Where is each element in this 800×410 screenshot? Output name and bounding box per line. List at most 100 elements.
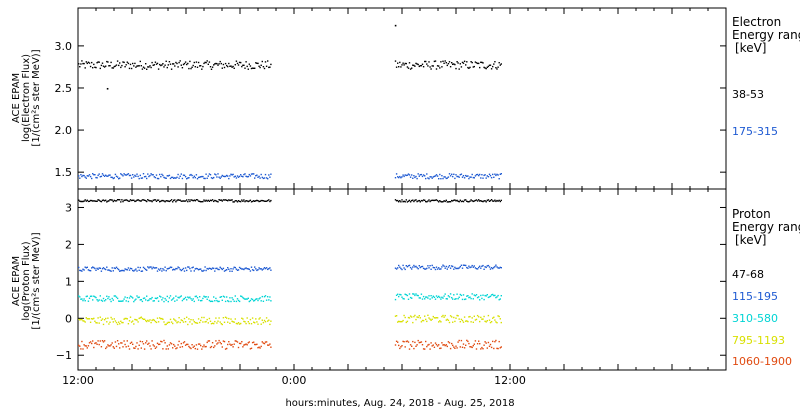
data-point (226, 64, 228, 67)
data-point (101, 199, 104, 202)
data-point (431, 177, 433, 179)
data-point (151, 296, 153, 299)
data-point (220, 343, 222, 345)
data-point (495, 296, 497, 299)
data-point (498, 199, 500, 202)
data-point (142, 173, 145, 175)
data-point (443, 265, 445, 267)
data-point (203, 62, 205, 65)
data-point (250, 173, 253, 175)
data-point (121, 321, 123, 324)
data-point (218, 300, 220, 303)
data-point (189, 200, 191, 203)
data-point (111, 176, 113, 179)
data-point (255, 175, 257, 177)
data-point (86, 62, 88, 65)
data-point (78, 344, 80, 347)
data-point (453, 63, 455, 65)
data-point (419, 341, 421, 344)
data-point (238, 300, 241, 303)
data-point (498, 62, 500, 64)
data-point (95, 200, 97, 202)
data-point (417, 268, 419, 270)
data-point (182, 200, 185, 202)
data-point (93, 346, 95, 349)
data-point (141, 300, 144, 303)
data-point (222, 63, 225, 66)
data-point (106, 266, 108, 268)
data-point (231, 297, 233, 299)
data-point (399, 200, 401, 202)
data-point (472, 66, 474, 68)
data-point (110, 270, 112, 272)
data-point (203, 269, 205, 272)
data-point (265, 200, 268, 202)
data-point (215, 200, 217, 202)
data-point (107, 344, 109, 346)
data-point (81, 60, 83, 62)
data-point (394, 199, 397, 201)
data-point (219, 199, 221, 201)
data-point (435, 295, 438, 297)
data-point (124, 343, 126, 346)
data-point (152, 174, 154, 176)
data-point (264, 173, 267, 176)
data-point (190, 270, 192, 272)
data-point (130, 296, 133, 298)
data-point (260, 323, 262, 325)
data-point (115, 200, 118, 202)
data-point (159, 201, 161, 203)
data-point (407, 67, 410, 69)
data-point (96, 177, 98, 179)
data-point (232, 201, 234, 203)
data-point (434, 175, 437, 177)
data-point (216, 299, 218, 302)
data-point (150, 321, 152, 324)
data-point (467, 175, 469, 177)
data-point (84, 300, 86, 302)
data-point (93, 63, 95, 66)
data-point (142, 66, 145, 68)
data-point (97, 300, 99, 302)
data-point (99, 295, 101, 297)
data-point (183, 270, 186, 272)
data-point (156, 177, 159, 180)
data-point (469, 296, 471, 298)
y-tick-label: 2.0 (55, 124, 73, 137)
data-point (428, 199, 430, 201)
data-point (110, 344, 112, 346)
data-point (261, 199, 263, 202)
electron-ylabel: ACE EPAM log(Electron Flux) [1/(cm²s ste… (11, 49, 42, 146)
data-point (182, 321, 185, 323)
data-point (203, 177, 205, 180)
data-point (201, 175, 203, 178)
data-point (449, 175, 452, 177)
data-point (162, 63, 164, 65)
data-point (432, 176, 434, 178)
data-point (202, 346, 204, 348)
data-point (149, 65, 151, 67)
data-point (422, 319, 425, 322)
data-point (246, 317, 248, 319)
data-point (132, 297, 134, 299)
data-point (113, 65, 115, 68)
data-point (453, 346, 455, 348)
data-point (419, 174, 421, 176)
data-point (156, 270, 159, 272)
data-point (129, 174, 132, 177)
data-point (157, 199, 160, 201)
data-point (270, 199, 272, 202)
data-point (217, 201, 219, 203)
data-point (405, 199, 407, 201)
data-point (234, 64, 236, 66)
data-point (420, 341, 423, 343)
data-point (85, 61, 87, 63)
data-point (440, 268, 442, 270)
data-point (422, 348, 425, 350)
data-point (172, 322, 174, 325)
data-point (483, 344, 485, 346)
data-point (207, 340, 209, 342)
data-point (270, 320, 272, 322)
data-point (487, 199, 490, 201)
data-point (214, 345, 216, 347)
